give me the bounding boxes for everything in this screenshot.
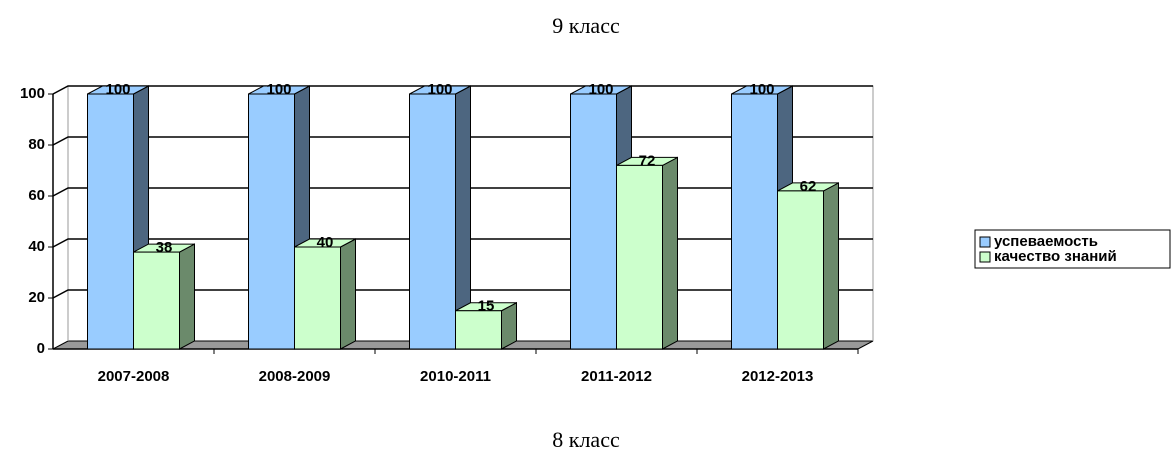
y-tick-label: 20 — [28, 289, 45, 306]
value-label: 100 — [749, 81, 774, 98]
bar — [87, 93, 134, 350]
x-tick-label: 2010-2011 — [420, 368, 491, 385]
x-tick-label: 2012-2013 — [742, 368, 814, 385]
value-label: 40 — [317, 234, 334, 251]
value-label: 15 — [478, 298, 495, 315]
y-tick-label: 80 — [28, 136, 45, 153]
next-chart-title: 8 класс — [552, 427, 620, 452]
x-tick-label: 2011-2012 — [581, 368, 652, 385]
bar — [570, 93, 617, 350]
bar — [294, 246, 341, 350]
bar-side — [179, 243, 195, 350]
value-label: 100 — [105, 81, 130, 98]
value-label: 100 — [266, 81, 291, 98]
legend-label: успеваемость — [994, 233, 1098, 250]
y-tick-label: 40 — [28, 238, 45, 255]
value-label: 62 — [800, 178, 817, 195]
bar — [616, 164, 663, 350]
y-tick-label: 0 — [37, 340, 45, 357]
value-label: 100 — [427, 81, 452, 98]
y-tick-label: 100 — [20, 85, 45, 102]
bar — [248, 93, 295, 350]
x-tick-label: 2008-2009 — [259, 368, 331, 385]
legend-label: качество знаний — [994, 248, 1117, 265]
x-tick-label: 2007-2008 — [98, 368, 170, 385]
legend-swatch — [979, 251, 991, 263]
bar-side — [662, 156, 678, 350]
legend-swatch — [979, 236, 991, 248]
legend-box — [974, 229, 1171, 269]
chart-title: 9 класс — [552, 13, 620, 38]
y-tick-label: 60 — [28, 187, 45, 204]
bar — [455, 310, 502, 350]
bar-side — [823, 182, 839, 350]
value-label: 72 — [639, 152, 656, 169]
value-label: 38 — [156, 239, 173, 256]
bar — [731, 93, 778, 350]
value-label: 100 — [588, 81, 613, 98]
bar — [133, 251, 180, 350]
bar — [409, 93, 456, 350]
bar — [777, 190, 824, 350]
bar-side — [340, 238, 356, 350]
